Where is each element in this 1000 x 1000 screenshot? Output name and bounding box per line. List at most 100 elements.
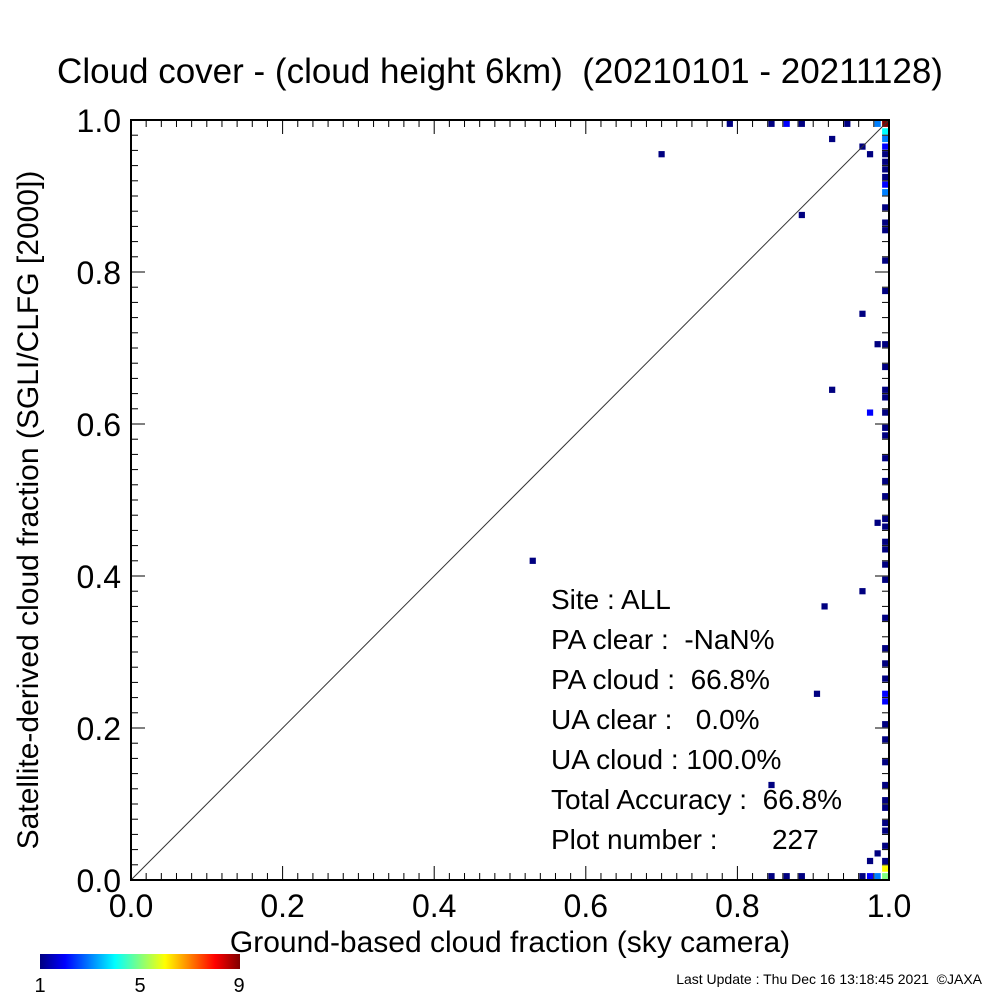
plot-frame: [130, 119, 890, 881]
heatmap-cell: [882, 645, 889, 652]
heatmap-cell: [882, 842, 889, 849]
y-tick-label: 0.0: [77, 863, 121, 899]
colorbar-label-max: 9: [233, 975, 245, 997]
heatmap-cell: [882, 690, 889, 697]
heatmap-cell: [768, 873, 775, 880]
x-axis-label: Ground-based cloud fraction (sky camera): [230, 926, 790, 959]
heatmap-cell: [882, 409, 889, 416]
heatmap-cell: [882, 675, 889, 682]
heatmap-cell: [882, 287, 889, 295]
heatmap-cell: [859, 588, 866, 595]
colorbar-label-min: 1: [34, 975, 46, 997]
heatmap-cell: [882, 424, 889, 431]
heatmap-cell: [882, 394, 889, 401]
heatmap-cell: [882, 538, 889, 545]
heatmap-cell: [882, 759, 889, 766]
heatmap-cell: [882, 363, 889, 371]
heatmap-cell: [882, 189, 889, 196]
heatmap-cell: [882, 873, 889, 880]
heatmap-cell: [882, 561, 889, 568]
x-tick-label: 0.8: [715, 888, 759, 924]
last-update-footer: Last Update : Thu Dec 16 13:18:45 2021 ©…: [676, 971, 982, 987]
y-tick-label: 0.4: [77, 559, 121, 595]
heatmap-cell: [813, 690, 821, 697]
heatmap-cell: [882, 432, 889, 439]
heatmap-cell: [882, 797, 889, 804]
heatmap-cells: [529, 120, 889, 880]
one-to-one-line: [130, 119, 890, 881]
heatmap-cell: [882, 128, 889, 135]
y-tick-label: 1.0: [77, 103, 121, 139]
stat-line: Total Accuracy : 66.8%: [551, 784, 842, 815]
heatmap-cell: [882, 204, 889, 211]
heatmap-cell: [874, 850, 881, 857]
heatmap-cell: [882, 135, 889, 143]
heatmap-cell: [783, 120, 790, 127]
statistics-box: Site : ALL PA clear : -NaN% PA cloud : 66.…: [551, 584, 842, 855]
heatmap-cell: [882, 493, 889, 500]
y-axis-label: Satellite-derived cloud fraction (SGLI/C…: [12, 171, 45, 850]
heatmap-cell: [882, 546, 889, 553]
heatmap-cell: [882, 804, 889, 811]
heatmap-cell: [882, 173, 889, 181]
heatmap-cell: [882, 515, 889, 523]
x-tick-label: 0.0: [109, 888, 153, 924]
heatmap-cell: [882, 857, 889, 865]
chart-title: Cloud cover - (cloud height 6km) (202101…: [57, 52, 943, 91]
heatmap-cell: [798, 873, 805, 880]
x-tick-label: 0.4: [412, 888, 456, 924]
y-tick-label: 0.2: [77, 711, 121, 747]
stat-line: UA clear : 0.0%: [551, 704, 760, 735]
heatmap-cell: [829, 386, 836, 393]
heatmap-cell: [874, 341, 881, 348]
y-tick-label: 0.6: [77, 407, 121, 443]
heatmap-cell: [882, 865, 889, 872]
heatmap-cell: [844, 120, 851, 127]
x-tick-label: 0.6: [564, 888, 608, 924]
heatmap-cell: [882, 143, 889, 150]
heatmap-cell: [874, 519, 881, 526]
heatmap-cell: [859, 873, 866, 880]
heatmap-cell: [829, 135, 836, 143]
heatmap-cell: [882, 227, 889, 234]
heatmap-cell: [882, 660, 889, 667]
stat-line: PA cloud : 66.8%: [551, 664, 770, 695]
heatmap-cell: [874, 873, 881, 880]
heatmap-cell: [882, 827, 889, 834]
heatmap-cell: [529, 557, 536, 564]
heatmap-cell: [798, 211, 805, 219]
heatmap-cell: [882, 819, 889, 827]
heatmap-cell: [882, 455, 889, 462]
heatmap-cell: [768, 120, 775, 127]
heatmap-cell: [882, 341, 889, 348]
heatmap-cell: [882, 698, 889, 705]
heatmap-cell: [821, 603, 828, 610]
heatmap-cell: [859, 310, 866, 317]
stat-line: PA clear : -NaN%: [551, 624, 775, 655]
heatmap-cell: [882, 736, 889, 743]
tick-labels: 0.0 0.2 0.4 0.6 0.8 1.0 0.0 0.2 0.4 0.6 0.8 1.0: [77, 103, 912, 924]
colorbar: [40, 954, 240, 969]
heatmap-cell: [866, 409, 874, 416]
axis-ticks: [130, 119, 890, 881]
heatmap-cell: [882, 721, 889, 728]
heatmap-cell: [882, 219, 889, 226]
heatmap-cell: [866, 857, 874, 865]
y-tick-label: 0.8: [77, 255, 121, 291]
heatmap-cell: [874, 120, 881, 127]
heatmap-cell: [882, 477, 889, 485]
heatmap-cell: [783, 873, 790, 880]
x-tick-label: 0.2: [260, 888, 304, 924]
heatmap-cell: [882, 166, 889, 173]
stat-line: Plot number : 227: [551, 824, 819, 855]
stat-line: Site : ALL: [551, 584, 671, 615]
heatmap-cell: [882, 781, 889, 789]
heatmap-cell: [882, 614, 889, 621]
heatmap-cell: [866, 151, 874, 158]
heatmap-cell: [882, 386, 889, 393]
heatmap-cell: [726, 120, 733, 127]
colorbar-label-mid: 5: [134, 975, 146, 997]
heatmap-cell: [882, 151, 889, 158]
heatmap-cell: [768, 781, 775, 789]
